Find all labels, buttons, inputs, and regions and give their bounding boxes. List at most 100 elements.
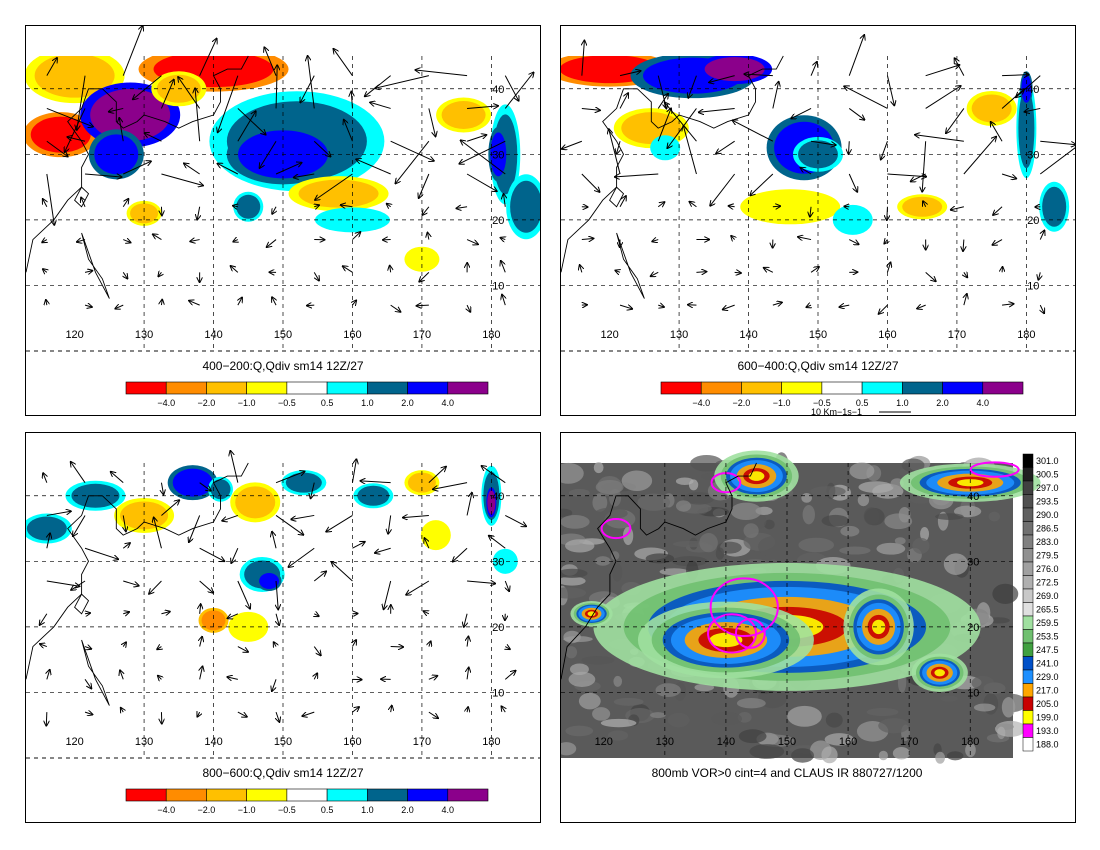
ir-legend-swatch [1022, 548, 1034, 563]
tick-label-lon: 130 [670, 329, 688, 341]
wind-vector [332, 562, 353, 582]
ir-texture [863, 507, 880, 525]
wind-vector [275, 515, 303, 534]
wind-vector [772, 206, 780, 207]
wind-vector [390, 140, 434, 161]
wind-vector [161, 300, 162, 306]
tick-label-lon: 150 [274, 736, 292, 748]
ir-legend-label: 205.0 [1036, 699, 1059, 709]
ir-texture [716, 541, 742, 554]
tick-label-lat: 10 [492, 280, 504, 292]
colorbar-label: 4.0 [442, 805, 455, 815]
wind-vector [122, 543, 130, 549]
coastline [25, 55, 249, 273]
wind-vector [419, 173, 430, 198]
ir-texture [935, 513, 964, 520]
wind-vector [275, 163, 301, 175]
wind-vector [111, 472, 124, 484]
wind-vector [85, 613, 90, 614]
wind-vector [341, 205, 353, 207]
wind-vector [849, 239, 858, 245]
ir-texture [878, 750, 889, 761]
wind-vector [387, 204, 391, 207]
tick-label-lat: 30 [1027, 149, 1039, 161]
ir-texture [569, 663, 589, 676]
wind-vector [467, 637, 468, 647]
wind-vector [71, 580, 86, 590]
tick-label-lon: 140 [717, 736, 735, 748]
wind-vector [46, 107, 93, 126]
ir-legend-swatch [1022, 467, 1034, 482]
ir-texture [593, 462, 604, 474]
wind-vector [199, 482, 211, 491]
vorticity-contour [734, 618, 766, 649]
ir-legend-swatch [1022, 507, 1034, 522]
colorbar-label: −0.5 [278, 398, 296, 408]
wind-vector [696, 272, 706, 273]
colorbar-label: 1.0 [896, 398, 909, 408]
ir-texture [849, 462, 875, 480]
wind-vector [276, 580, 278, 609]
ir-texture [738, 729, 767, 744]
ir-legend-label: 193.0 [1036, 726, 1059, 736]
ir-texture [556, 742, 577, 756]
wind-vector [428, 233, 429, 240]
colorbar-swatch [407, 381, 449, 395]
wind-vector [482, 466, 506, 484]
wind-vector [502, 706, 506, 713]
wind-vector [228, 613, 239, 619]
ir-legend-label: 301.0 [1036, 456, 1059, 466]
taiwan-coast [74, 593, 90, 615]
wind-vector [46, 58, 57, 76]
ir-legend-swatch [1022, 683, 1034, 698]
wind-vector [733, 120, 774, 142]
wind-vector [161, 482, 163, 495]
ir-texture [988, 511, 1001, 522]
wind-vector [501, 238, 506, 240]
colorbar-label: −4.0 [692, 398, 710, 408]
ir-legend-label: 259.5 [1036, 618, 1059, 628]
tick-label-lat: 20 [492, 215, 504, 227]
coastline [560, 55, 784, 273]
wind-vector [302, 711, 315, 716]
tick-label-lat: 40 [492, 84, 504, 96]
wind-vector [314, 614, 318, 616]
contour-fill [172, 468, 213, 497]
colorbar-swatch [942, 381, 984, 395]
wind-vector [65, 108, 86, 151]
wind-vector [109, 108, 124, 111]
wind-vector [238, 298, 242, 306]
colorbar-swatch [326, 381, 368, 395]
wind-vector [121, 708, 123, 712]
wind-vector [504, 671, 515, 680]
ir-texture [821, 746, 838, 764]
wind-vector [77, 75, 86, 130]
contour-fill [201, 610, 226, 631]
wind-vector [351, 92, 352, 109]
wind-vector [955, 58, 965, 76]
wind-vector [504, 73, 533, 109]
wind-vector [505, 515, 526, 526]
wind-vector [160, 80, 173, 109]
ir-texture [791, 748, 814, 763]
contour-fill [236, 194, 261, 219]
wind-vector [764, 268, 774, 273]
wind-vector [1040, 231, 1044, 240]
ir-texture [839, 546, 871, 555]
wind-vector [1016, 75, 1041, 98]
contour-fill [423, 523, 448, 548]
wind-vector [352, 707, 359, 713]
wind-vector [272, 679, 277, 691]
wind-vector [582, 41, 585, 76]
ir-texture [594, 507, 628, 520]
wind-vector [200, 637, 202, 647]
ir-legend-swatch [1022, 602, 1034, 617]
ir-legend-swatch [1022, 696, 1034, 711]
ir-legend-label: 290.0 [1036, 510, 1059, 520]
wind-vector [375, 547, 391, 553]
cloud-cluster [934, 669, 945, 677]
ir-texture [667, 712, 690, 728]
wind-vector [46, 140, 68, 156]
wind-vector [428, 711, 438, 718]
map-600-400: 120 130 140 150 160 170 180 40 30 20 10 600−400:Q,Q… [560, 26, 1075, 417]
